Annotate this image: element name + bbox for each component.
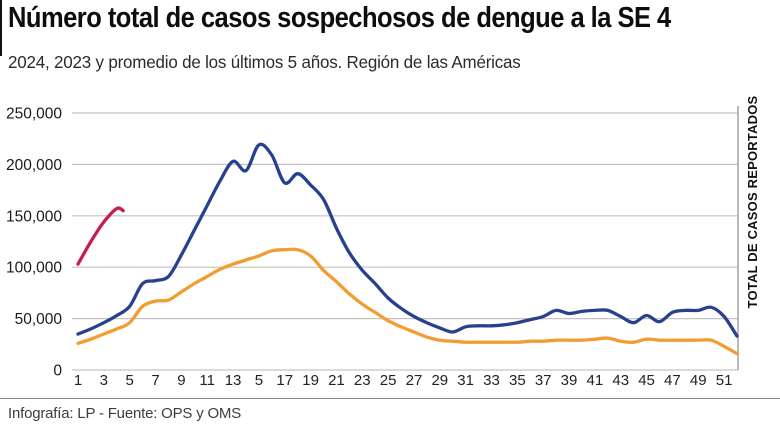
x-axis-tick-label: 13 bbox=[225, 372, 242, 389]
x-axis-tick-label: 49 bbox=[690, 372, 707, 389]
series-line-2023 bbox=[76, 142, 739, 338]
x-axis-tick-label: 1 bbox=[74, 372, 82, 389]
y-axis-tick-label: 0 bbox=[53, 363, 62, 380]
x-axis-tick-label: 47 bbox=[664, 372, 681, 389]
x-axis-tick-label: 41 bbox=[587, 372, 604, 389]
x-axis-tick-label: 35 bbox=[509, 372, 526, 389]
left-edge-bar bbox=[0, 0, 2, 56]
x-axis-tick-label: 33 bbox=[483, 372, 500, 389]
chart-title: Número total de casos sospechosos de den… bbox=[8, 2, 671, 34]
y-axis-tick-label: 250,000 bbox=[6, 106, 62, 123]
series-line-2024 bbox=[76, 206, 125, 266]
x-axis-tick-label: 23 bbox=[354, 372, 371, 389]
x-axis-tick-label: 29 bbox=[431, 372, 448, 389]
x-axis-tick-label: 7 bbox=[151, 372, 159, 389]
y-axis-title-vertical: TOTAL DE CASOS REPORTADOS bbox=[745, 95, 760, 308]
x-axis-tick-label: 31 bbox=[457, 372, 474, 389]
x-axis-tick-label: 11 bbox=[199, 372, 215, 389]
x-axis-tick-label: 43 bbox=[612, 372, 629, 389]
y-axis-tick-label: 200,000 bbox=[6, 157, 62, 174]
x-axis-tick-label: 5 bbox=[126, 372, 134, 389]
x-axis-tick-label: 45 bbox=[638, 372, 655, 389]
x-axis-tick-label: 27 bbox=[406, 372, 423, 389]
x-axis-tick-label: 51 bbox=[716, 372, 733, 389]
y-axis-tick-label: 150,000 bbox=[6, 208, 62, 225]
x-axis-tick-label: 39 bbox=[561, 372, 578, 389]
source-credit: Infografía: LP - Fuente: OPS y OMS bbox=[8, 405, 242, 422]
y-axis-tick-label: 50,000 bbox=[15, 311, 63, 328]
x-axis-tick-label: 19 bbox=[302, 372, 319, 389]
x-axis-tick-label: 25 bbox=[380, 372, 397, 389]
x-axis-tick-label: 21 bbox=[328, 372, 345, 389]
footer-divider bbox=[0, 398, 780, 399]
series-line-promedio-de-los-últimos-5-años bbox=[76, 247, 739, 356]
y-axis-tick-label: 100,000 bbox=[6, 260, 62, 277]
x-axis-tick-label: 9 bbox=[177, 372, 185, 389]
x-axis-tick-label: 37 bbox=[535, 372, 552, 389]
x-axis-tick-label: 17 bbox=[276, 372, 293, 389]
chart-subtitle: 2024, 2023 y promedio de los últimos 5 a… bbox=[8, 52, 521, 72]
x-axis-tick-label: 3 bbox=[100, 372, 108, 389]
x-axis-tick-label: 5 bbox=[255, 372, 263, 389]
